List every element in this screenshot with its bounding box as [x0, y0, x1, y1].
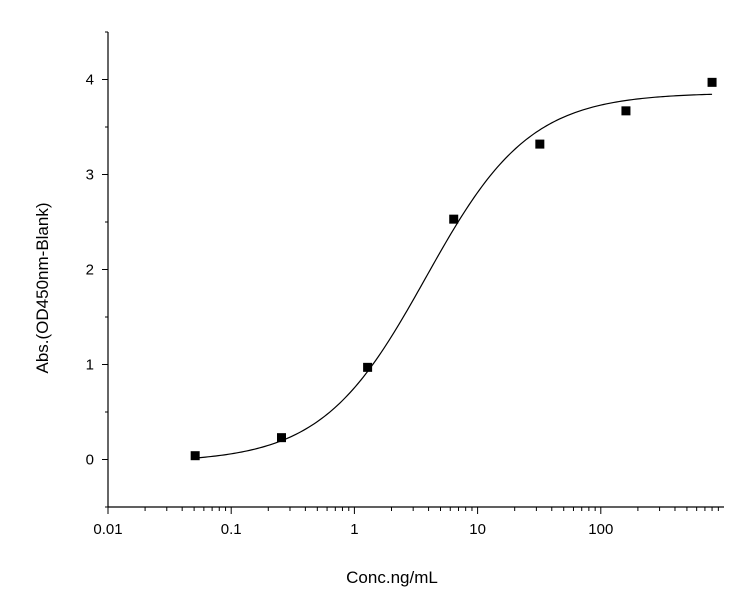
x-axis-title: Conc.ng/mL	[346, 568, 438, 587]
data-point	[707, 77, 717, 87]
data-point	[190, 451, 200, 461]
axes	[107, 32, 724, 508]
x-tick-label: 0.01	[93, 521, 122, 538]
y-axis-title: Abs.(OD450nm-Blank)	[33, 202, 52, 373]
data-point	[535, 139, 545, 149]
fit-curve	[195, 93, 713, 459]
y-tick-label: 4	[86, 72, 94, 89]
ticks: 0 1 2 3 4 0.01 0.1 1 10 100	[86, 31, 719, 538]
data-point	[363, 362, 373, 372]
fit-curve-layer	[195, 93, 713, 459]
y-tick-label: 2	[86, 262, 94, 279]
x-tick-label: 100	[588, 521, 613, 538]
data-points	[190, 77, 717, 461]
y-tick-label: 0	[86, 452, 94, 469]
data-point	[449, 214, 459, 224]
x-tick-label: 0.1	[221, 521, 242, 538]
y-tick-label: 3	[86, 167, 94, 184]
data-point	[621, 106, 631, 116]
data-point	[276, 433, 286, 443]
y-tick-label: 1	[86, 357, 94, 374]
x-tick-label: 10	[469, 521, 486, 538]
x-tick-label: 1	[350, 521, 358, 538]
